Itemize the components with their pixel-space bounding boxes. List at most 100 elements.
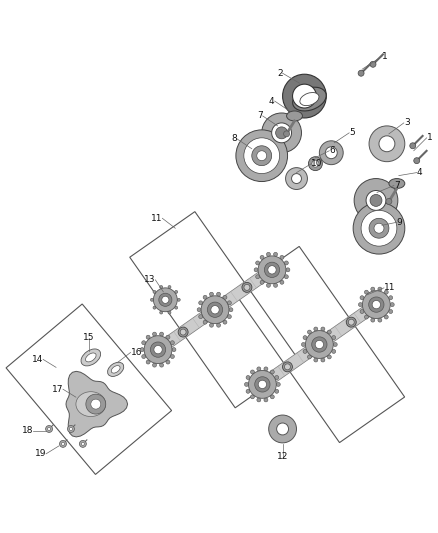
Polygon shape [259, 300, 380, 389]
Polygon shape [155, 265, 276, 354]
Circle shape [389, 296, 392, 300]
Circle shape [160, 311, 162, 314]
Circle shape [251, 395, 254, 399]
Circle shape [410, 143, 416, 149]
Circle shape [48, 427, 50, 431]
Circle shape [370, 61, 376, 67]
Circle shape [223, 320, 227, 324]
Circle shape [257, 151, 267, 160]
Text: 2: 2 [277, 69, 283, 78]
Circle shape [360, 296, 364, 300]
Circle shape [266, 252, 270, 256]
Circle shape [199, 301, 203, 305]
Text: 4: 4 [417, 168, 422, 177]
Circle shape [346, 317, 356, 327]
Circle shape [293, 84, 316, 108]
Circle shape [319, 141, 343, 165]
Circle shape [216, 323, 221, 327]
Circle shape [203, 295, 207, 300]
Circle shape [46, 425, 53, 432]
Circle shape [360, 310, 364, 313]
Circle shape [364, 290, 368, 294]
Circle shape [70, 427, 72, 431]
Text: 7: 7 [257, 111, 263, 120]
Circle shape [308, 157, 322, 171]
Circle shape [307, 330, 311, 334]
Circle shape [332, 336, 336, 340]
Circle shape [175, 290, 178, 293]
Circle shape [378, 318, 382, 322]
Text: 18: 18 [22, 426, 33, 435]
Circle shape [264, 398, 268, 402]
Circle shape [332, 350, 336, 353]
Circle shape [284, 364, 290, 370]
Circle shape [91, 399, 101, 409]
Circle shape [378, 287, 382, 291]
Circle shape [280, 280, 284, 284]
Circle shape [256, 274, 260, 279]
Circle shape [146, 335, 150, 339]
Circle shape [371, 287, 375, 291]
Ellipse shape [76, 392, 106, 417]
Circle shape [262, 113, 301, 153]
Circle shape [284, 261, 288, 265]
Circle shape [142, 341, 146, 345]
Circle shape [255, 377, 270, 392]
Ellipse shape [81, 349, 101, 366]
Circle shape [242, 282, 252, 293]
Circle shape [236, 130, 288, 182]
Circle shape [374, 223, 384, 233]
Circle shape [314, 327, 318, 331]
Circle shape [168, 311, 171, 314]
Circle shape [315, 341, 324, 349]
Ellipse shape [111, 366, 120, 373]
Circle shape [254, 268, 258, 272]
Circle shape [321, 327, 325, 331]
Circle shape [244, 382, 248, 386]
Circle shape [321, 358, 325, 362]
Circle shape [292, 174, 301, 183]
Circle shape [275, 389, 279, 393]
Circle shape [153, 290, 156, 293]
Circle shape [286, 268, 290, 272]
Circle shape [172, 348, 176, 352]
Circle shape [152, 363, 156, 367]
Circle shape [153, 288, 177, 312]
Circle shape [227, 314, 231, 319]
Circle shape [303, 336, 307, 340]
Circle shape [312, 337, 327, 352]
Circle shape [314, 358, 318, 362]
Text: 10: 10 [311, 159, 323, 168]
Circle shape [364, 315, 368, 319]
Text: 19: 19 [35, 449, 46, 458]
Circle shape [207, 302, 223, 317]
Ellipse shape [85, 353, 96, 362]
Circle shape [325, 147, 337, 159]
Circle shape [305, 330, 333, 358]
Circle shape [159, 293, 172, 306]
Circle shape [276, 382, 280, 386]
Circle shape [369, 126, 405, 161]
Circle shape [209, 292, 213, 296]
Circle shape [159, 363, 163, 367]
Circle shape [229, 308, 233, 312]
Circle shape [268, 265, 276, 274]
Circle shape [274, 252, 278, 256]
Text: 15: 15 [83, 333, 95, 342]
Circle shape [372, 301, 381, 309]
Circle shape [390, 303, 394, 306]
Circle shape [371, 318, 375, 322]
Circle shape [201, 296, 229, 324]
Circle shape [358, 70, 364, 76]
Circle shape [60, 440, 67, 447]
Circle shape [258, 256, 286, 284]
Circle shape [384, 315, 388, 319]
Circle shape [178, 327, 188, 337]
Text: 8: 8 [231, 134, 237, 143]
Circle shape [354, 179, 398, 222]
Circle shape [244, 138, 279, 174]
Text: 12: 12 [277, 453, 288, 461]
Circle shape [177, 298, 180, 301]
Circle shape [276, 127, 288, 139]
Circle shape [140, 348, 144, 352]
